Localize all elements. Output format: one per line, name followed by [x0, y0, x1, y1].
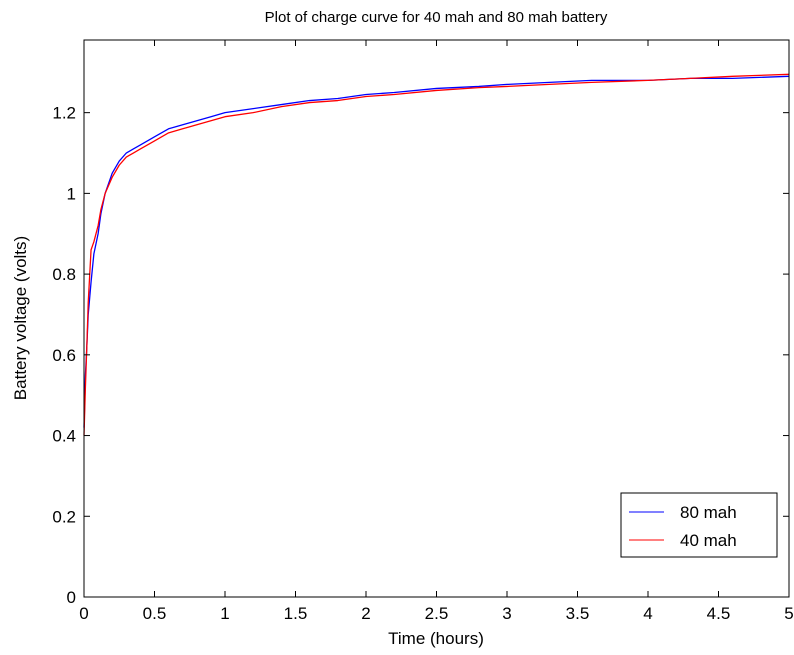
data-point-80-mah [732, 78, 734, 80]
data-point-80-mah [93, 253, 95, 255]
x-tick-label: 3 [502, 604, 511, 623]
data-point-80-mah [210, 116, 212, 118]
data-point-40-mah [182, 128, 184, 130]
data-point-40-mah [100, 209, 102, 211]
data-point-80-mah [111, 172, 113, 174]
data-point-40-mah [93, 241, 95, 243]
series-line-80-mah [83, 75, 790, 428]
data-point-40-mah [309, 102, 311, 104]
data-point-80-mah [549, 82, 551, 84]
x-axis-ticks: 0 0.5 1 1.5 2 2.5 3 3.5 4 4.5 5 [79, 40, 794, 623]
legend-label-40-mah: 40 mah [680, 531, 737, 550]
x-tick-label: 3.5 [566, 604, 590, 623]
data-point-80-mah [182, 124, 184, 126]
x-tick-label: 0 [79, 604, 88, 623]
y-tick-label: 0 [67, 588, 76, 607]
data-point-40-mah [252, 112, 254, 114]
data-point-40-mah [281, 106, 283, 108]
x-tick-label: 1.5 [284, 604, 308, 623]
series-layer [83, 73, 790, 436]
data-point-80-mah [154, 136, 156, 138]
data-point-80-mah [196, 120, 198, 122]
y-tick-label: 0.6 [52, 346, 76, 365]
data-point-80-mah [133, 148, 135, 150]
x-tick-label: 0.5 [143, 604, 167, 623]
data-point-40-mah [140, 148, 142, 150]
series-line-40-mah [83, 73, 790, 436]
data-point-80-mah [252, 108, 254, 110]
y-tick-label: 0.2 [52, 507, 76, 526]
data-point-80-mah [436, 88, 438, 90]
y-tick-label: 1.2 [52, 104, 76, 123]
x-axis-label: Time (hours) [388, 629, 484, 648]
x-tick-label: 4 [643, 604, 652, 623]
data-point-80-mah [337, 98, 339, 100]
data-point-40-mah [90, 249, 92, 251]
data-point-80-mah [126, 152, 128, 154]
y-tick-label: 0.4 [52, 427, 76, 446]
data-point-40-mah [196, 124, 198, 126]
data-point-40-mah [690, 78, 692, 80]
data-point-40-mah [591, 82, 593, 84]
data-point-40-mah [549, 84, 551, 86]
data-point-80-mah [90, 281, 92, 283]
data-point-40-mah [87, 302, 89, 304]
data-point-40-mah [647, 80, 649, 82]
data-point-80-mah [168, 128, 170, 130]
y-axis-ticks: 0 0.2 0.4 0.6 0.8 1 1.2 [52, 104, 789, 607]
data-point-40-mah [86, 346, 88, 348]
data-point-40-mah [154, 140, 156, 142]
data-point-40-mah [126, 156, 128, 158]
x-tick-label: 1 [220, 604, 229, 623]
legend-label-80-mah: 80 mah [680, 503, 737, 522]
data-point-80-mah [393, 92, 395, 94]
data-point-40-mah [365, 96, 367, 98]
data-point-40-mah [393, 94, 395, 96]
legend: 80 mah 40 mah [620, 492, 778, 558]
data-point-40-mah [168, 132, 170, 134]
data-point-40-mah [111, 176, 113, 178]
data-point-80-mah [365, 94, 367, 96]
data-point-80-mah [97, 233, 99, 235]
data-point-40-mah [337, 100, 339, 102]
data-point-40-mah [732, 76, 734, 78]
x-tick-label: 2 [361, 604, 370, 623]
data-point-80-mah [309, 100, 311, 102]
data-point-40-mah [224, 116, 226, 118]
data-point-40-mah [478, 87, 480, 89]
data-point-40-mah [104, 193, 106, 195]
data-point-80-mah [591, 80, 593, 82]
chart-title: Plot of charge curve for 40 mah and 80 m… [265, 9, 608, 26]
data-point-40-mah [85, 386, 87, 388]
x-tick-label: 5 [784, 604, 793, 623]
data-point-80-mah [140, 144, 142, 146]
y-axis-label: Battery voltage (volts) [11, 236, 30, 400]
data-point-40-mah [118, 164, 120, 166]
y-tick-label: 1 [67, 184, 76, 203]
data-point-80-mah [506, 84, 508, 86]
data-point-40-mah [506, 86, 508, 88]
data-point-80-mah [281, 104, 283, 106]
data-point-80-mah [224, 112, 226, 114]
data-point-40-mah [133, 152, 135, 154]
data-point-40-mah [97, 225, 99, 227]
y-tick-label: 0.8 [52, 265, 76, 284]
legend-box [620, 492, 778, 558]
data-point-40-mah [210, 120, 212, 122]
x-tick-label: 4.5 [707, 604, 731, 623]
x-tick-label: 2.5 [425, 604, 449, 623]
data-point-40-mah [436, 90, 438, 92]
data-point-80-mah [118, 160, 120, 162]
